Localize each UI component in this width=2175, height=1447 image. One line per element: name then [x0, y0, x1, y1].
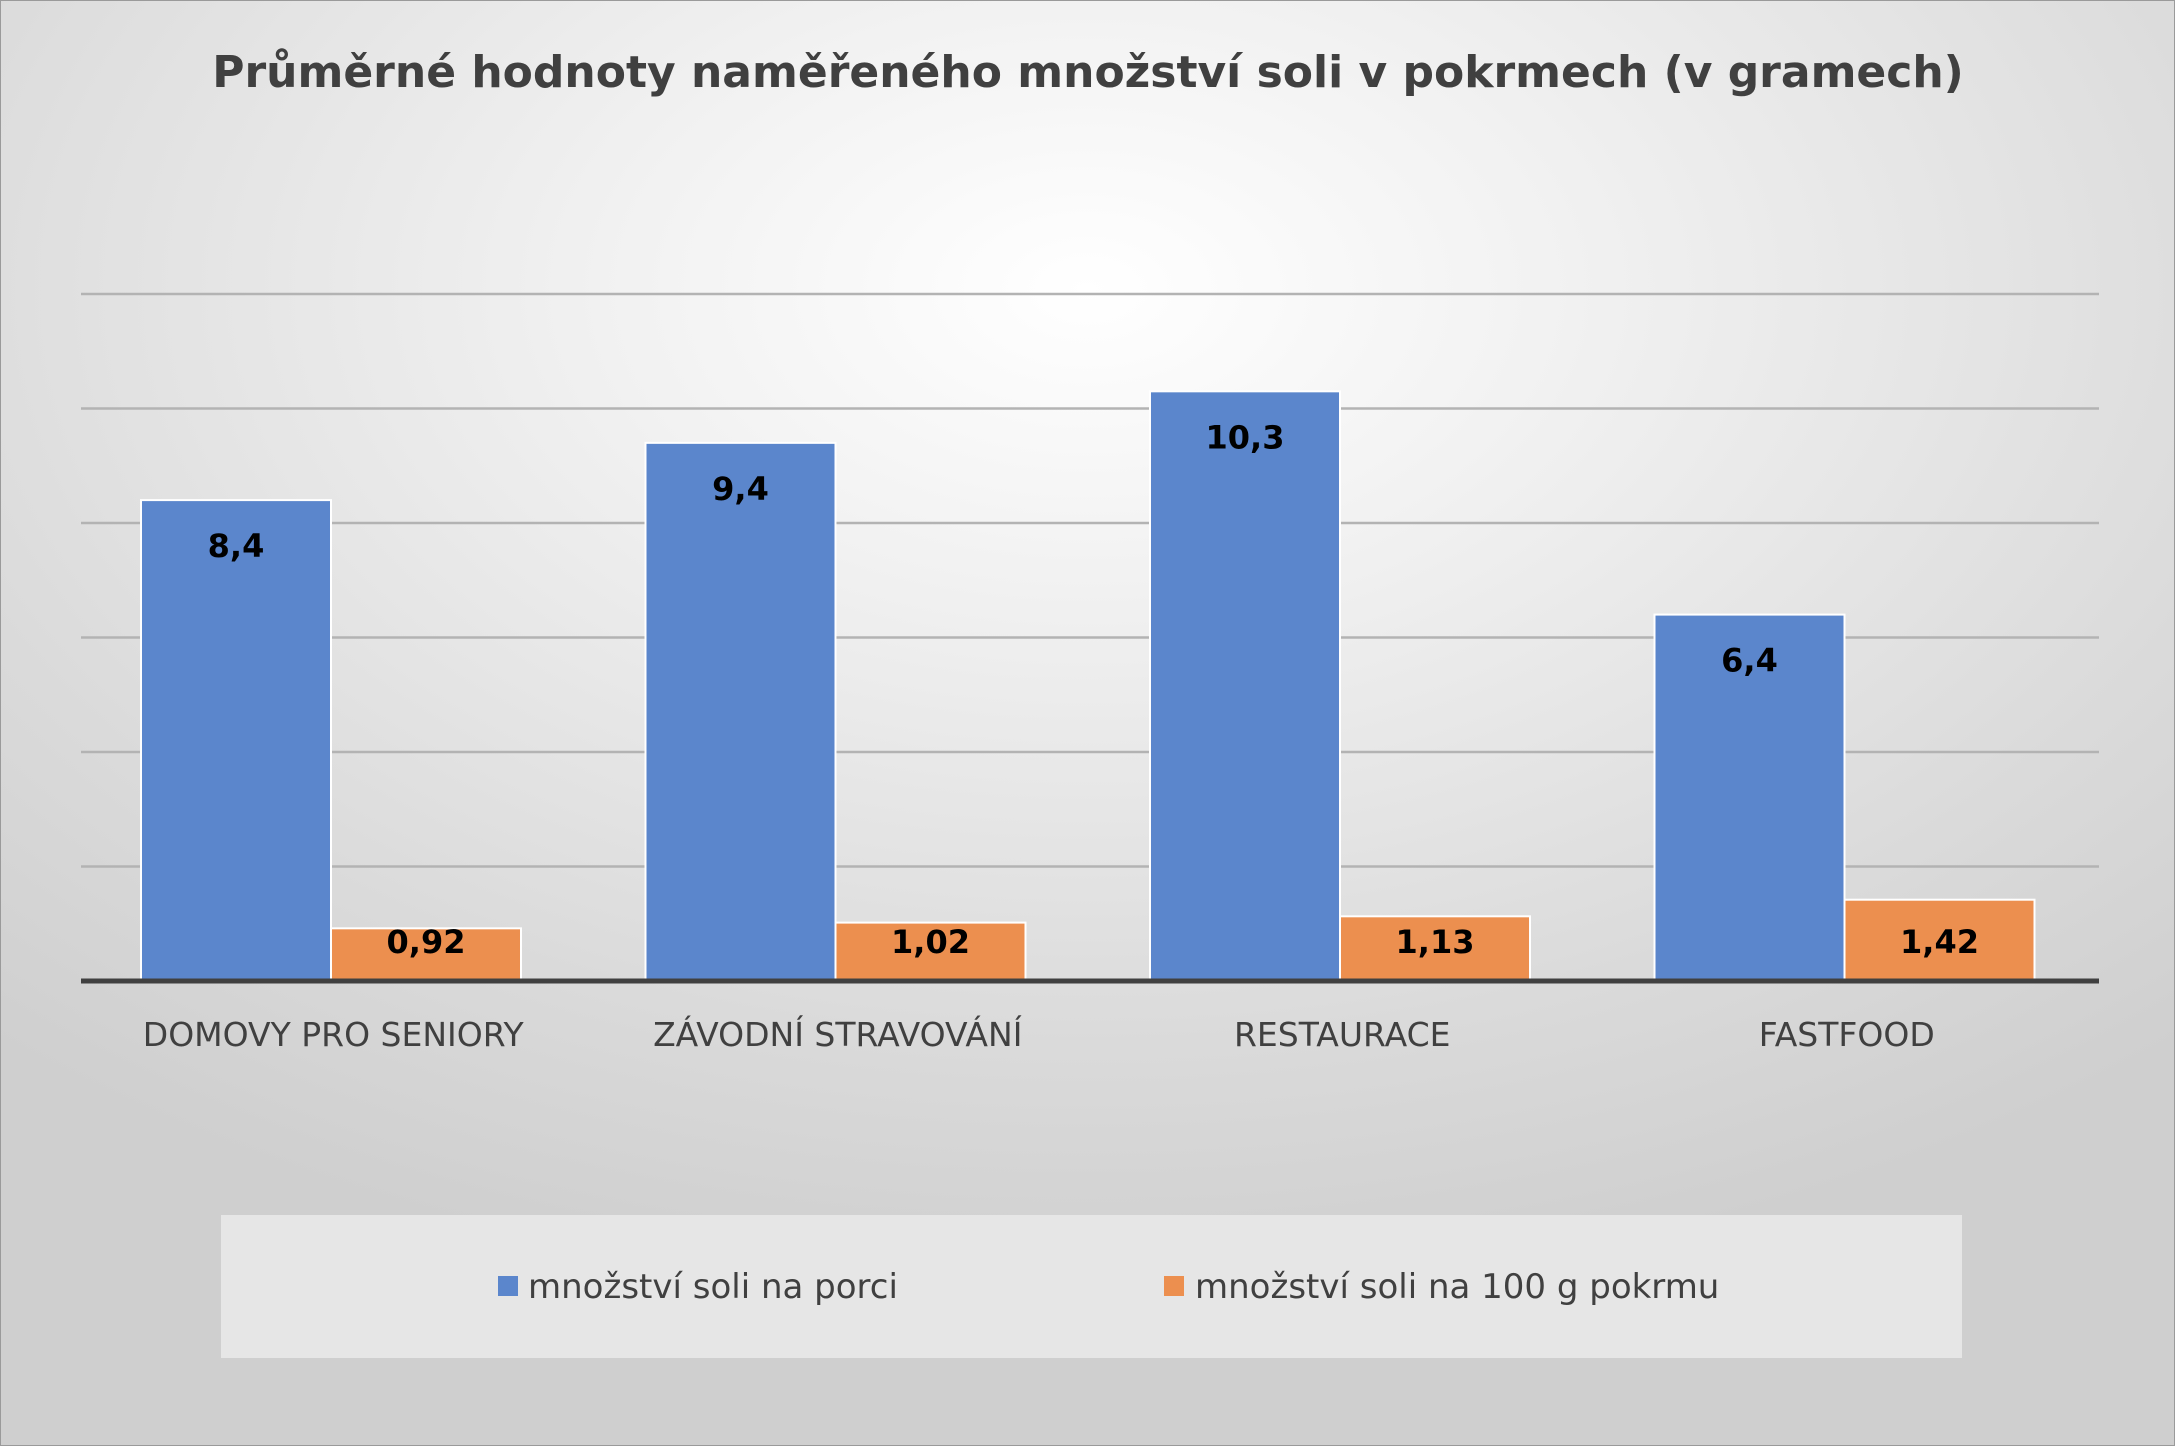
data-label: 6,4 — [1721, 642, 1778, 680]
category-labels: DOMOVY PRO SENIORY ZÁVODNÍ STRAVOVÁNÍ REST… — [143, 1014, 1935, 1054]
legend-swatch — [498, 1276, 518, 1296]
legend-label: množství soli na porci — [528, 1267, 898, 1307]
bar-per-portion — [1149, 390, 1341, 982]
bar-per-100g — [1843, 898, 2036, 983]
data-label: 1,13 — [1396, 923, 1475, 961]
data-label: 1,42 — [1900, 923, 1979, 961]
category-label: RESTAURACE — [1234, 1015, 1451, 1054]
category-label: ZÁVODNÍ STRAVOVÁNÍ — [653, 1014, 1022, 1054]
data-label: 10,3 — [1206, 418, 1285, 456]
legend-label: množství soli na 100 g pokrmu — [1195, 1267, 1719, 1307]
data-label: 8,4 — [208, 527, 265, 565]
data-label: 0,92 — [387, 923, 466, 961]
data-labels: 8,4 0,92 9,4 1,02 10,3 1,13 6,4 1,42 — [208, 418, 1979, 961]
bar-per-100g — [1339, 915, 1531, 982]
bar-per-100g — [834, 921, 1027, 982]
bar-per-portion — [1653, 613, 1846, 982]
category-label: FASTFOOD — [1759, 1015, 1935, 1054]
bars — [140, 390, 2036, 983]
legend: množství soli na porci množství soli na 1… — [498, 1267, 1719, 1307]
category-label: DOMOVY PRO SENIORY — [143, 1015, 525, 1054]
data-label: 1,02 — [891, 923, 970, 961]
legend-swatch — [1164, 1276, 1184, 1296]
chart-title: Průměrné hodnoty naměřeného množství sol… — [212, 47, 1964, 98]
data-label: 9,4 — [712, 470, 769, 508]
bar-per-portion — [644, 441, 837, 983]
bar-per-portion — [140, 499, 332, 982]
